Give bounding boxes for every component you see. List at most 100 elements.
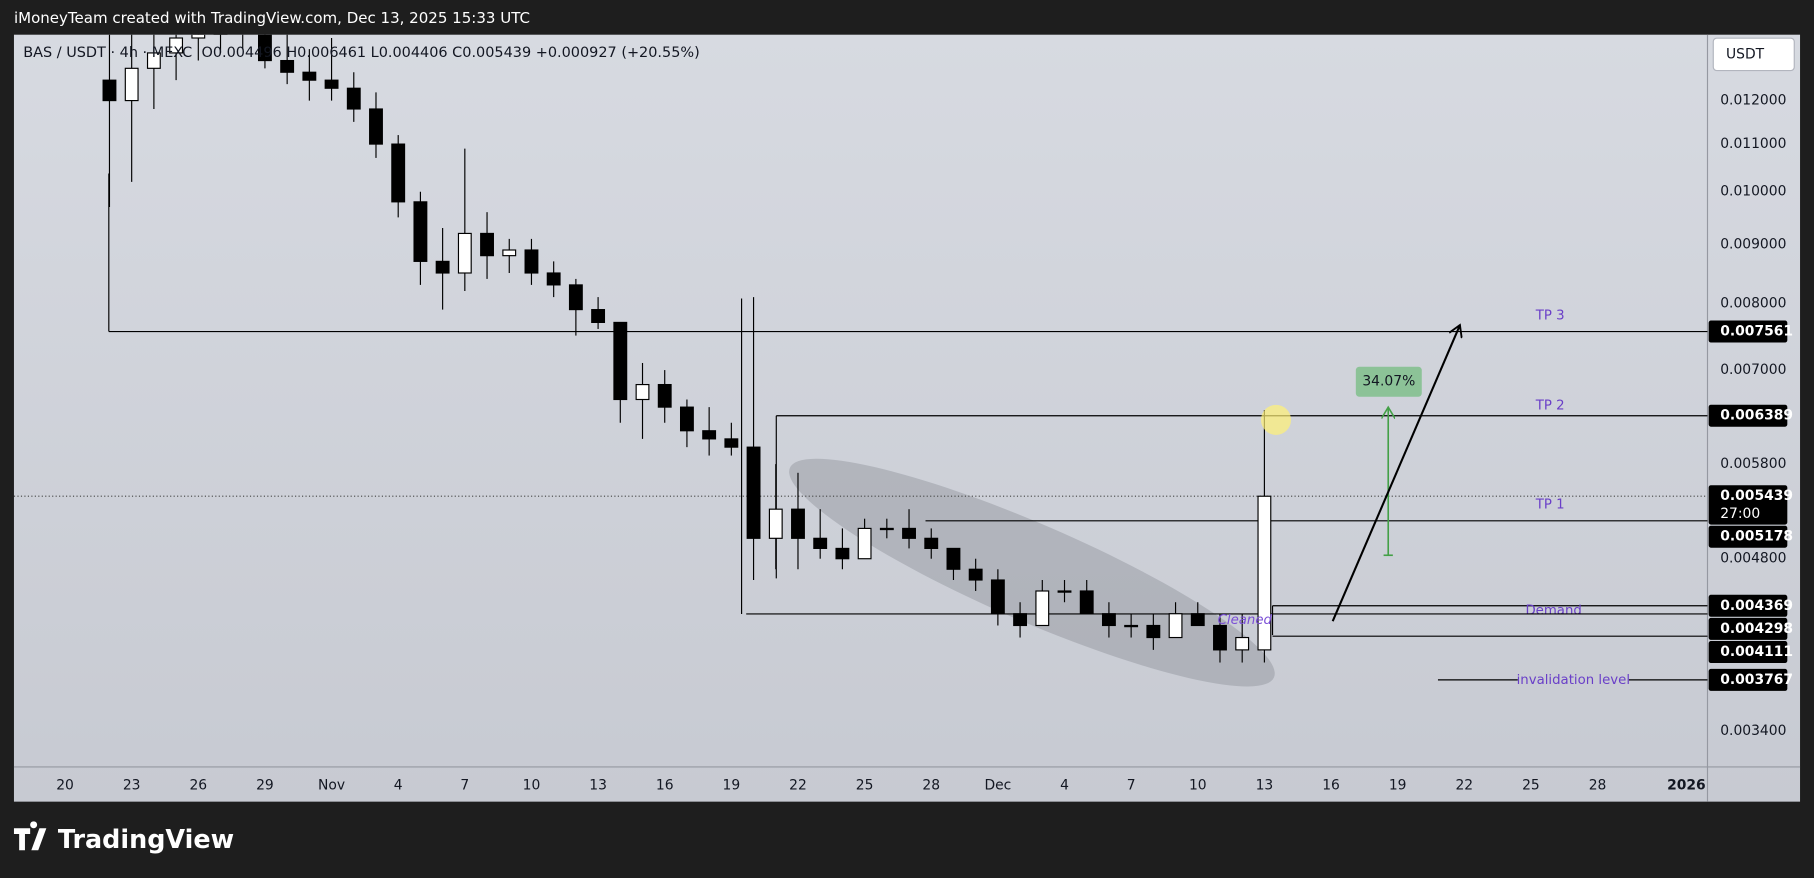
- x-tick-label: 26: [189, 777, 207, 793]
- candle-body: [1079, 590, 1094, 615]
- candle-body: [879, 527, 894, 531]
- candle-body: [591, 309, 606, 324]
- candle-body: [946, 547, 961, 570]
- x-tick-label: 22: [1455, 777, 1473, 793]
- level-label: TP 3: [1535, 308, 1565, 323]
- y-tick-label: 0.011000: [1720, 136, 1786, 152]
- candle-body: [169, 37, 184, 54]
- x-tick-label: 10: [1189, 777, 1207, 793]
- candle-body: [968, 568, 983, 581]
- candle-body: [280, 59, 295, 73]
- plot: TP 3 TP 2 TP 1 Demand invalidation level Clea…: [13, 34, 1708, 688]
- candle-body: [1146, 624, 1161, 639]
- price-label-box: [1708, 525, 1788, 548]
- x-tick-label: 28: [922, 777, 940, 793]
- candle-body: [679, 406, 694, 432]
- candle-body: [324, 79, 339, 89]
- y-tick-label: 0.007000: [1720, 362, 1786, 378]
- candle-body: [613, 321, 628, 401]
- y-tick-label: 0.010000: [1720, 184, 1786, 200]
- x-tick-label: 13: [1256, 777, 1274, 793]
- y-tick-label: 0.008000: [1720, 295, 1786, 311]
- ohlc: O0.004496 H0.006461 L0.004406 C0.005439 …: [202, 45, 700, 61]
- candle-body: [546, 272, 561, 286]
- logo-icon: [13, 821, 47, 851]
- brand: TradingView: [58, 824, 234, 854]
- price-label: 0.004298: [1720, 621, 1793, 637]
- candle-body: [413, 201, 428, 262]
- candle-body: [835, 547, 850, 560]
- candle-body: [1257, 495, 1272, 651]
- symbol: BAS / USDT · 4h · MEXC: [23, 45, 192, 61]
- candle-body: [1235, 636, 1250, 651]
- candle-body: [457, 232, 472, 274]
- candle-body: [635, 383, 650, 401]
- candle-body: [502, 249, 517, 257]
- price-label-box: [1708, 641, 1788, 664]
- level-label: TP 2: [1535, 398, 1565, 413]
- candle-body: [768, 508, 783, 539]
- x-tick-label: 7: [1127, 777, 1136, 793]
- y-tick-label: 0.004800: [1720, 551, 1786, 567]
- x-tick-label: 13: [589, 777, 607, 793]
- zone-label: Cleaned: [1218, 613, 1273, 628]
- candle-body: [346, 87, 361, 110]
- price-label: 0.003767: [1720, 672, 1793, 688]
- candle-body: [902, 527, 916, 539]
- candle-body: [1057, 590, 1072, 593]
- currency[interactable]: USDT: [1726, 46, 1765, 62]
- candle-body: [702, 430, 717, 440]
- x-tick-label: 22: [789, 777, 807, 793]
- y-tick-label: 0.009000: [1720, 236, 1786, 252]
- price-label: 0.007561: [1720, 324, 1793, 340]
- x-tick-label: 4: [394, 777, 403, 793]
- projection-arrow: [1331, 325, 1460, 622]
- candle-body: [1190, 613, 1205, 627]
- candle-body: [990, 579, 1005, 615]
- y-tick-label: 0.005800: [1720, 456, 1786, 472]
- candle-body: [146, 52, 161, 69]
- move-label-box: [1355, 366, 1422, 397]
- price-label: 0.005178: [1720, 529, 1793, 545]
- level-label: Demand: [1525, 603, 1581, 618]
- y-tick-label: 0.003400: [1720, 723, 1786, 739]
- price-label-box: [1708, 404, 1788, 427]
- price-label: 0.004369: [1720, 598, 1793, 614]
- candle-body: [480, 232, 494, 257]
- logo: TradingView: [13, 821, 234, 854]
- x-tick-label: 19: [1389, 777, 1407, 793]
- price-label-box: [1708, 320, 1788, 343]
- x-tick-label: 10: [523, 777, 541, 793]
- price-label-box: [1708, 594, 1788, 617]
- x-tick-label: Nov: [318, 777, 345, 793]
- candle-body: [746, 446, 761, 539]
- candle-body: [1013, 613, 1028, 627]
- x-tick-label: 25: [1522, 777, 1540, 793]
- x-tick-label: 7: [460, 777, 469, 793]
- candle-body: [813, 537, 828, 549]
- candle-body: [568, 284, 583, 311]
- x-tick-label: Dec: [984, 777, 1011, 793]
- currency-button[interactable]: [1712, 37, 1795, 72]
- candle-body: [524, 249, 539, 274]
- candle-body: [724, 438, 739, 448]
- price-label-box: [1708, 617, 1788, 640]
- candle-body: [257, 34, 272, 62]
- countdown: 27:00: [1720, 506, 1760, 522]
- candle-body: [191, 34, 206, 39]
- candle-body: [302, 71, 317, 81]
- credit: iMoneyTeam created with TradingView.com,…: [14, 9, 530, 27]
- level-label: TP 1: [1535, 498, 1565, 513]
- candle-body: [1168, 613, 1183, 639]
- x-tick-label: 25: [856, 777, 874, 793]
- candle-body: [102, 79, 117, 102]
- price-label-box: [1708, 485, 1788, 525]
- candle-body: [657, 383, 672, 408]
- x-tick-label: 19: [723, 777, 741, 793]
- symbol-info: BAS / USDT · 4h · MEXC O0.004496 H0.00646…: [23, 45, 700, 61]
- candle-body: [1213, 624, 1227, 651]
- candle-body: [1101, 613, 1116, 627]
- x-tick-label: 2026: [1667, 777, 1706, 793]
